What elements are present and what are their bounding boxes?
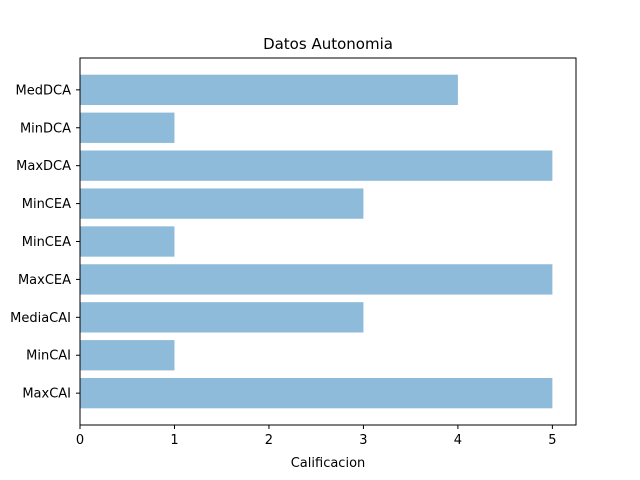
bar-8 xyxy=(80,74,458,106)
bar-3 xyxy=(80,264,553,295)
x-tick-label-5: 5 xyxy=(548,433,556,448)
plot-frame xyxy=(79,57,577,426)
chart-title: Datos Autonomia xyxy=(263,35,393,53)
y-ticks-group: MaxCAI MinCAI MediaCAI MaxCEA MinCEA MinCEA Ma… xyxy=(10,83,80,402)
y-tick-label-3: MaxCEA xyxy=(18,273,71,288)
x-tick-label-1: 1 xyxy=(170,433,178,448)
y-tick-label-0: MaxCAI xyxy=(22,387,71,402)
bar-2 xyxy=(80,302,364,333)
y-tick-label-1: MinCAI xyxy=(26,349,71,364)
x-tick-label-2: 2 xyxy=(265,433,273,448)
y-tick-label-6: MaxDCA xyxy=(16,159,71,174)
x-tick-label-3: 3 xyxy=(359,433,367,448)
x-tick-label-4: 4 xyxy=(454,433,462,448)
x-ticks-group: 0 1 2 3 4 5 xyxy=(76,425,557,448)
y-tick-label-4: MinCEA xyxy=(22,235,71,250)
bar-0 xyxy=(80,377,553,409)
y-tick-label-2: MediaCAI xyxy=(10,311,71,326)
bar-6 xyxy=(80,150,553,181)
y-tick-label-7: MinDCA xyxy=(20,121,71,136)
bars-group xyxy=(80,74,553,409)
bar-7 xyxy=(80,112,175,143)
y-tick-label-8: MedDCA xyxy=(16,83,72,98)
x-axis-label: Calificacion xyxy=(291,456,366,471)
bar-1 xyxy=(80,340,175,371)
bar-5 xyxy=(80,188,364,219)
x-tick-label-0: 0 xyxy=(76,433,84,448)
bar-4 xyxy=(80,226,175,257)
y-tick-label-5: MinCEA xyxy=(22,197,71,212)
